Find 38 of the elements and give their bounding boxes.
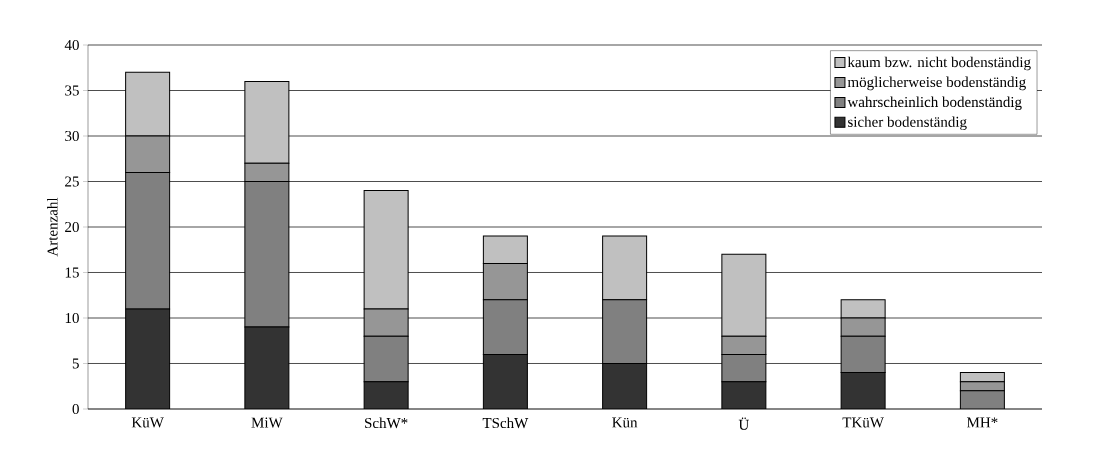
bar: [125, 308, 171, 409]
legend-label: möglicherweise bodenständig: [847, 76, 1026, 91]
bar: [244, 181, 290, 328]
x-tick-label: MH*: [966, 417, 998, 428]
x-tick-label: TKüW: [842, 417, 884, 428]
bar: [482, 299, 528, 355]
y-tick-label: 15: [65, 267, 79, 278]
bar: [602, 363, 648, 409]
y-tick-label: 25: [65, 176, 79, 187]
bar: [482, 353, 528, 409]
bar: [244, 326, 290, 409]
y-tick-label: 40: [64, 39, 79, 51]
y-tick-label: 10: [65, 312, 79, 324]
bar: [363, 381, 409, 409]
y-tick-label: 0: [72, 403, 79, 415]
x-tick-label: KüW: [131, 417, 164, 428]
bar: [602, 235, 648, 301]
bar: [721, 381, 767, 409]
bar: [959, 390, 1005, 409]
x-tick-label: Ü: [738, 417, 749, 430]
x-tick-label: SchW*: [365, 417, 408, 429]
x-tick-label: MiW: [251, 417, 283, 428]
y-tick-label: 35: [65, 85, 79, 96]
legend-label: wahrscheinlich bodenständig: [847, 96, 1022, 111]
legend-label: sicher bodenständig: [848, 116, 967, 131]
y-axis-title: Artenzahl: [47, 197, 58, 257]
bar: [602, 299, 648, 364]
y-tick-label: 5: [72, 358, 79, 369]
bar: [363, 335, 409, 383]
bar: [840, 335, 886, 374]
bar: [840, 372, 886, 409]
x-tick-label: Kün: [612, 417, 638, 428]
bar: [721, 353, 767, 383]
bar: [125, 171, 171, 310]
x-tick-label: TSchW: [482, 417, 529, 429]
y-tick-label: 30: [65, 130, 79, 142]
legend-label: kaum bzw. nicht bodenständig: [847, 56, 1031, 71]
y-tick-label: 20: [65, 221, 79, 233]
